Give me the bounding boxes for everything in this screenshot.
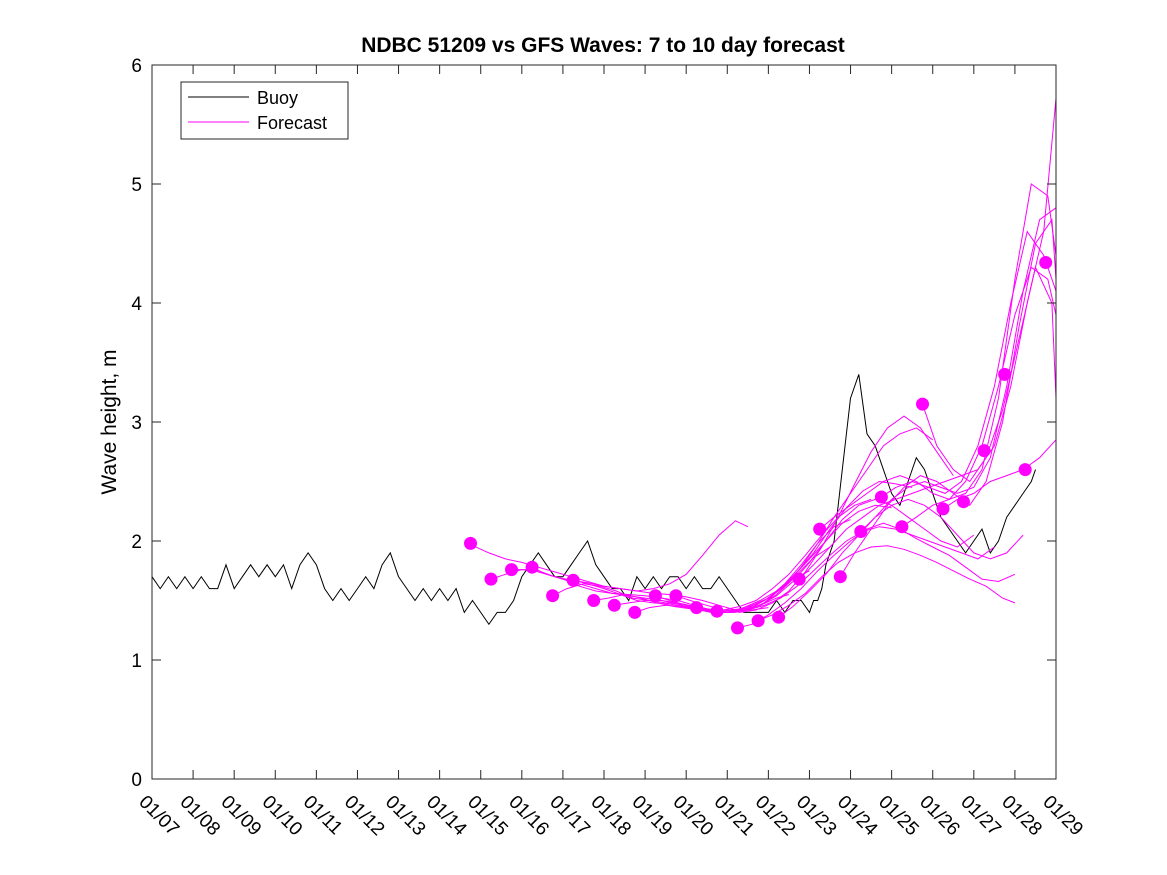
forecast-marker-29 [1039, 256, 1053, 269]
forecast-marker-16 [772, 610, 786, 624]
forecast-marker-24 [936, 502, 950, 516]
y-tick-label: 6 [131, 56, 142, 77]
y-axis-label: Wave height, m [98, 349, 121, 494]
forecast-series-line-21 [881, 230, 1057, 498]
forecast-series-line-15 [757, 545, 1016, 622]
forecast-marker-3 [505, 563, 518, 577]
forecast-series-line-14 [737, 522, 1016, 629]
forecast-series-line-13 [716, 526, 995, 613]
forecast-marker-19 [833, 570, 847, 584]
forecast-marker-5 [546, 589, 560, 603]
forecast-series-line-12 [696, 498, 975, 613]
forecast-marker-14 [731, 621, 744, 635]
forecast-marker-21 [874, 490, 888, 504]
forecast-marker-7 [587, 594, 601, 607]
forecast-marker-9 [628, 605, 642, 619]
forecast-marker-12 [690, 601, 703, 615]
forecast-series-line-18 [819, 183, 1057, 530]
forecast-marker-27 [998, 367, 1012, 381]
forecast-marker-4 [525, 560, 539, 574]
y-tick-label: 2 [131, 532, 142, 553]
forecast-marker-23 [916, 397, 929, 411]
forecast-marker-17 [792, 572, 806, 586]
y-tick-label: 0 [131, 770, 142, 791]
forecast-marker-20 [854, 525, 868, 538]
forecast-marker-15 [751, 614, 765, 628]
forecast-marker-22 [895, 520, 909, 534]
forecast-marker-13 [710, 604, 724, 618]
legend-buoy-label: Buoy [257, 88, 298, 108]
forecast-marker-26 [977, 444, 991, 458]
series-layer [151, 98, 1057, 635]
forecast-marker-25 [957, 495, 970, 509]
y-tick-label: 3 [131, 413, 142, 434]
forecast-marker-18 [813, 522, 827, 536]
forecast-marker-11 [669, 589, 683, 603]
forecast-marker-8 [607, 598, 621, 612]
legend: Buoy Forecast [180, 81, 349, 140]
forecast-series-line-23 [922, 265, 1057, 483]
y-tick-label: 5 [131, 175, 142, 196]
forecast-series-line-16 [778, 498, 1024, 618]
legend-forecast-label: Forecast [257, 113, 327, 133]
y-tick-label: 4 [131, 294, 142, 315]
forecast-marker-2 [484, 572, 498, 586]
y-tick-label: 1 [131, 651, 142, 672]
chart-title: NDBC 51209 vs GFS Waves: 7 to 10 day for… [361, 34, 845, 57]
forecast-marker-6 [566, 573, 580, 587]
buoy-series-line [151, 374, 1036, 626]
forecast-marker-10 [648, 589, 662, 603]
forecast-marker-1 [464, 536, 477, 550]
legend-box [180, 81, 349, 140]
forecast-marker-28 [1018, 463, 1032, 477]
